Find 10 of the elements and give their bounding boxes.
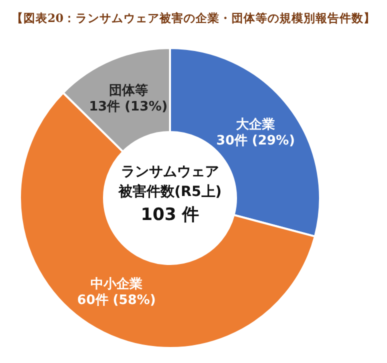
chart-title: 【図表20：ランサムウェア被害の企業・団体等の規模別報告件数】 <box>11 11 376 25</box>
text: 被害件数(R5上) <box>117 183 222 200</box>
text: ランサムウェア <box>121 164 219 180</box>
data-label: 13件 (13%) <box>88 100 168 115</box>
data-label: 30件 (29%) <box>216 133 295 148</box>
slice-label: 大企業 <box>236 117 276 132</box>
slice-label: 団体等 <box>108 83 148 98</box>
text: 103 件 <box>140 205 200 225</box>
data-label: 60件 (58%) <box>77 293 156 308</box>
slice-label: 中小企業 <box>90 276 142 292</box>
